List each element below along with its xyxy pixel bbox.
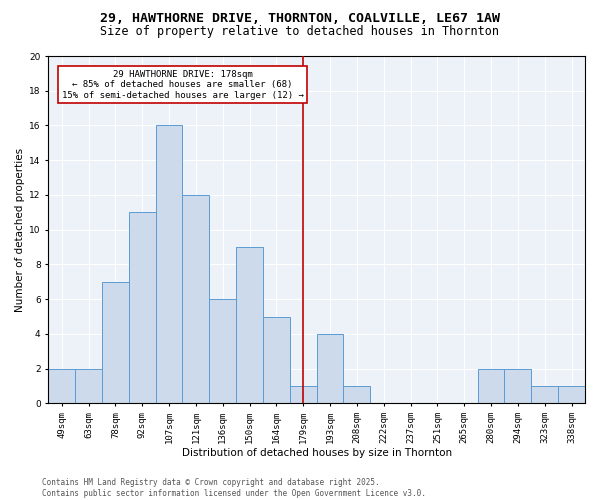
- Bar: [343, 386, 370, 404]
- Text: 29, HAWTHORNE DRIVE, THORNTON, COALVILLE, LE67 1AW: 29, HAWTHORNE DRIVE, THORNTON, COALVILLE…: [100, 12, 500, 26]
- Bar: [478, 368, 505, 404]
- Bar: [129, 212, 155, 404]
- Bar: [505, 368, 532, 404]
- Bar: [236, 247, 263, 404]
- Bar: [75, 368, 102, 404]
- Bar: [317, 334, 343, 404]
- Text: Size of property relative to detached houses in Thornton: Size of property relative to detached ho…: [101, 25, 499, 38]
- Bar: [182, 195, 209, 404]
- X-axis label: Distribution of detached houses by size in Thornton: Distribution of detached houses by size …: [182, 448, 452, 458]
- Bar: [155, 126, 182, 404]
- Bar: [49, 368, 75, 404]
- Bar: [290, 386, 317, 404]
- Y-axis label: Number of detached properties: Number of detached properties: [15, 148, 25, 312]
- Bar: [532, 386, 558, 404]
- Bar: [209, 299, 236, 404]
- Bar: [263, 316, 290, 404]
- Bar: [558, 386, 585, 404]
- Bar: [102, 282, 129, 404]
- Text: 29 HAWTHORNE DRIVE: 178sqm
← 85% of detached houses are smaller (68)
15% of semi: 29 HAWTHORNE DRIVE: 178sqm ← 85% of deta…: [62, 70, 304, 100]
- Text: Contains HM Land Registry data © Crown copyright and database right 2025.
Contai: Contains HM Land Registry data © Crown c…: [42, 478, 426, 498]
